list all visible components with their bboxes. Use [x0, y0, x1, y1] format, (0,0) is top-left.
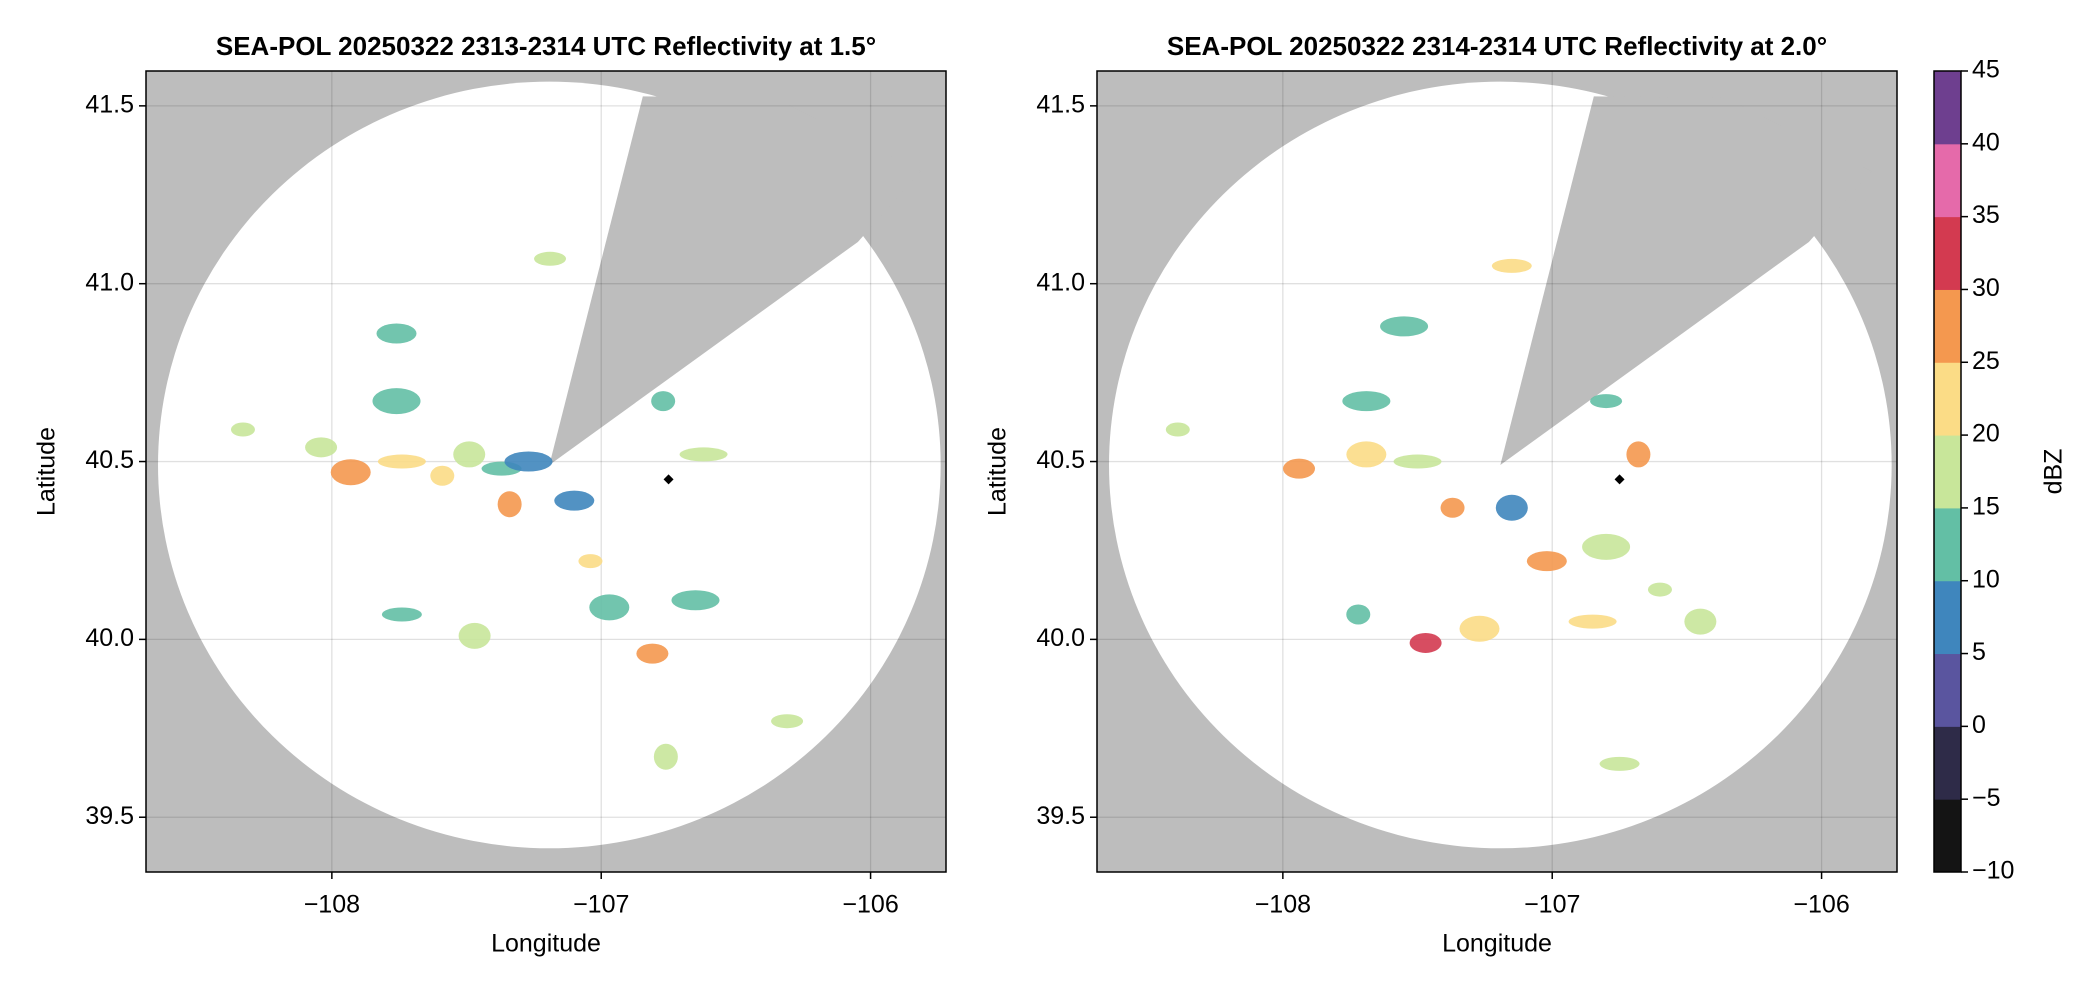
echo [330, 459, 371, 486]
plot-area [1097, 71, 1897, 872]
echo [589, 594, 630, 621]
colorbar-tick-label: 10 [1972, 565, 2000, 593]
echo [305, 437, 338, 458]
colorbar-bin [1934, 71, 1961, 145]
y-axis-label: Latitude [33, 427, 61, 516]
echo [230, 422, 255, 437]
colorbar-bin [1934, 799, 1961, 873]
echo [1590, 394, 1623, 409]
echo [1647, 582, 1672, 597]
colorbar-bin [1934, 653, 1961, 727]
colorbar-tick-label: −5 [1972, 784, 2001, 812]
colorbar-tick-label: 35 [1972, 201, 2000, 229]
chart-title: SEA-POL 20250322 2314-2314 UTC Reflectiv… [1167, 31, 1827, 61]
echo [1491, 258, 1532, 273]
echo [1459, 615, 1500, 642]
echo [671, 590, 720, 611]
echo [381, 607, 422, 622]
y-tick-label: 40.0 [85, 624, 134, 652]
x-axis-label: Longitude [1442, 930, 1552, 958]
echo [1599, 756, 1640, 771]
echo [534, 251, 567, 266]
colorbar-tick-label: 0 [1972, 711, 1986, 739]
y-tick-label: 39.5 [1036, 802, 1085, 830]
echo [636, 643, 669, 664]
x-tick-label: −107 [573, 891, 629, 919]
echo [1582, 533, 1631, 560]
x-axis-label: Longitude [491, 930, 601, 958]
colorbar-tick-label: 15 [1972, 493, 2000, 521]
colorbar-tick-label: 25 [1972, 347, 2000, 375]
echo [377, 454, 426, 469]
colorbar-bin [1934, 507, 1961, 582]
echo [1283, 458, 1316, 479]
plot-area [146, 71, 946, 872]
colorbar-tick-label: 5 [1972, 638, 1986, 666]
y-tick-label: 40.5 [85, 446, 134, 474]
echo [651, 391, 676, 412]
echo [504, 451, 553, 472]
x-tick-label: −106 [842, 891, 898, 919]
echo [1380, 316, 1429, 337]
plot-frame [145, 70, 947, 873]
chart-title: SEA-POL 20250322 2313-2314 UTC Reflectiv… [216, 31, 876, 61]
y-tick-label: 41.5 [85, 90, 134, 118]
y-tick-label: 41.5 [1036, 90, 1085, 118]
colorbar-bin [1934, 580, 1961, 655]
echo [376, 323, 417, 344]
echo [1684, 608, 1717, 635]
y-tick-label: 40.0 [1036, 624, 1085, 652]
echo [1526, 551, 1567, 572]
y-tick-label: 39.5 [85, 802, 134, 830]
echo [771, 714, 804, 729]
x-tick-label: −108 [304, 891, 360, 919]
colorbar-bin [1934, 143, 1961, 218]
colorbar-bin [1934, 435, 1961, 509]
y-tick-label: 41.0 [1036, 268, 1085, 296]
x-tick-label: −106 [1793, 891, 1849, 919]
echo [578, 554, 603, 569]
colorbar-tick-label: −10 [1972, 857, 2014, 885]
colorbar-label: dBZ [2040, 449, 2068, 495]
blocked-sector [549, 96, 921, 465]
x-tick-label: −108 [1255, 891, 1311, 919]
colorbar-tick-label: 45 [1972, 56, 2000, 84]
colorbar-bin [1934, 362, 1961, 436]
site-marker [663, 474, 674, 485]
echo [1346, 604, 1371, 625]
echo [1495, 494, 1528, 521]
echo [653, 743, 678, 770]
echo [1440, 497, 1465, 518]
colorbar-tick-label: 20 [1972, 420, 2000, 448]
x-tick-label: −107 [1524, 891, 1580, 919]
colorbar-bin [1934, 726, 1961, 800]
echo [679, 447, 728, 462]
echo [1165, 422, 1190, 437]
y-axis-label: Latitude [984, 427, 1012, 516]
y-tick-label: 40.5 [1036, 446, 1085, 474]
echo [1409, 632, 1442, 653]
echo [453, 441, 486, 468]
colorbar-frame [1933, 70, 1962, 873]
colorbar-bin [1934, 216, 1961, 290]
echo [1342, 391, 1391, 412]
y-tick-label: 41.0 [85, 268, 134, 296]
echo [430, 465, 455, 486]
colorbar-tick-label: 30 [1972, 274, 2000, 302]
echo [1626, 441, 1651, 468]
echo [458, 622, 491, 649]
echo [1346, 441, 1387, 468]
echo [372, 388, 421, 415]
echo [1568, 614, 1617, 629]
site-marker [1614, 474, 1625, 485]
blocked-sector [1500, 96, 1872, 465]
echo [554, 490, 595, 511]
plot-frame [1096, 70, 1898, 873]
colorbar-tick-label: 40 [1972, 128, 2000, 156]
echo [1393, 454, 1442, 469]
colorbar-bin [1934, 289, 1961, 363]
echo [497, 491, 522, 518]
